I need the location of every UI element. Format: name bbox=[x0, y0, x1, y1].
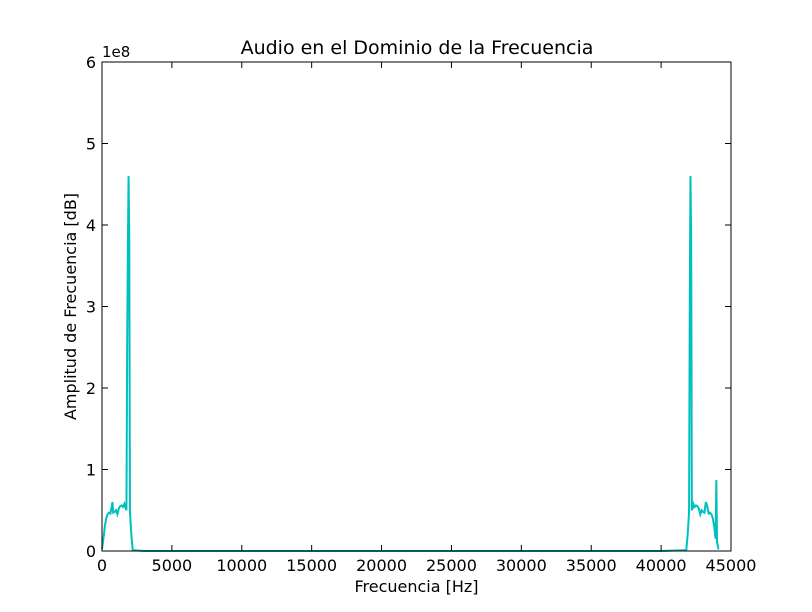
y-axis-label: Amplitud de Frecuencia [dB] bbox=[61, 193, 80, 420]
y-tick-label: 4 bbox=[86, 216, 96, 235]
y-tick-label: 5 bbox=[86, 135, 96, 154]
x-tick-label: 30000 bbox=[496, 556, 547, 575]
x-tick-label: 40000 bbox=[636, 556, 687, 575]
y-axis: 0 1 2 3 4 5 6 bbox=[86, 53, 731, 561]
y-tick-label: 0 bbox=[86, 542, 96, 561]
y-tick-label: 6 bbox=[86, 53, 96, 72]
x-tick-label: 15000 bbox=[286, 556, 337, 575]
x-tick-label: 35000 bbox=[566, 556, 617, 575]
x-tick-label: 10000 bbox=[216, 556, 267, 575]
y-tick-label: 2 bbox=[86, 379, 96, 398]
y-tick-label: 1 bbox=[86, 461, 96, 480]
x-axis: 0 5000 10000 15000 20000 25000 30000 35000 40000… bbox=[97, 62, 757, 575]
x-tick-label: 20000 bbox=[356, 556, 407, 575]
y-tick-label: 3 bbox=[86, 298, 96, 317]
x-tick-label: 0 bbox=[97, 556, 107, 575]
x-tick-label: 25000 bbox=[426, 556, 477, 575]
x-tick-label: 5000 bbox=[152, 556, 193, 575]
x-axis-label: Frecuencia [Hz] bbox=[354, 577, 478, 596]
chart-title: Audio en el Dominio de la Frecuencia bbox=[241, 37, 594, 59]
y-axis-multiplier: 1e8 bbox=[102, 43, 130, 61]
x-tick-label: 45000 bbox=[706, 556, 757, 575]
